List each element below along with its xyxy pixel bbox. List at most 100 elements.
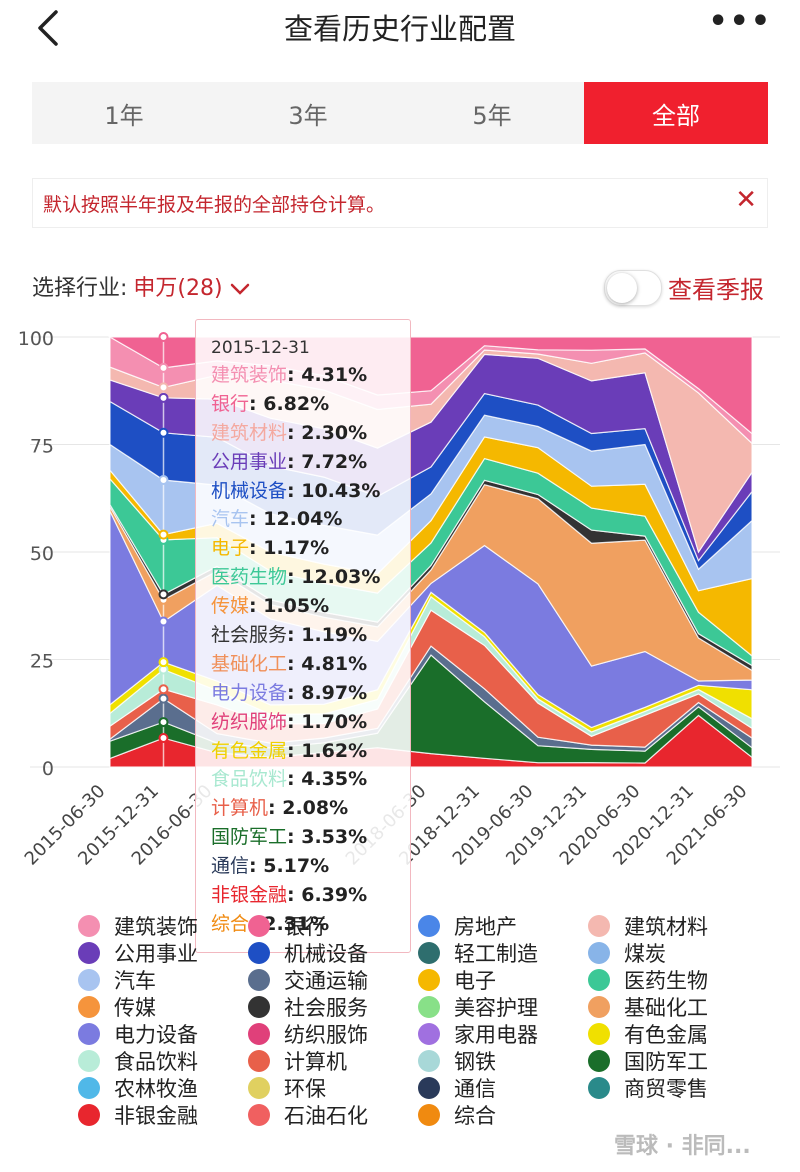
legend-item[interactable]: 纺织服饰: [248, 1020, 368, 1047]
legend-label: 社会服务: [284, 995, 368, 1020]
legend-dot-icon: [418, 1103, 440, 1126]
legend-item[interactable]: 社会服务: [248, 993, 368, 1020]
legend-item[interactable]: 钢铁: [418, 1047, 496, 1074]
notice-text: 默认按照半年报及年报的全部持仓计算。: [43, 194, 386, 216]
tooltip-row: 电子: 1.17%: [211, 534, 410, 563]
legend-label: 医药生物: [624, 968, 708, 993]
legend-item[interactable]: 银行: [248, 912, 326, 939]
tooltip-row-value: : 2.30%: [287, 421, 368, 444]
legend-item[interactable]: 商贸零售: [588, 1074, 708, 1101]
legend-item[interactable]: 汽车: [78, 966, 156, 993]
industry-selector[interactable]: 选择行业: 申万(28): [32, 270, 250, 302]
tooltip-row: 纺织服饰: 1.70%: [211, 708, 410, 737]
more-options-icon[interactable]: •••: [708, 4, 772, 39]
legend-label: 电力设备: [114, 1022, 198, 1047]
tooltip-row-name: 社会服务: [211, 624, 288, 647]
legend-label: 非银金融: [114, 1103, 198, 1128]
legend-item[interactable]: 轻工制造: [418, 939, 538, 966]
legend-dot-icon: [248, 941, 270, 964]
legend-item[interactable]: 农林牧渔: [78, 1074, 198, 1101]
legend-label: 农林牧渔: [114, 1076, 198, 1101]
legend-dot-icon: [588, 1022, 610, 1045]
legend-item[interactable]: 有色金属: [588, 1020, 708, 1047]
tooltip-rows: 建筑装饰: 4.31% 银行: 6.82% 建筑材料: 2.30% 公用事业: 7.7…: [211, 361, 410, 939]
legend-item[interactable]: 国防军工: [588, 1047, 708, 1074]
tooltip-row-name: 国防军工: [211, 826, 288, 849]
legend-label: 美容护理: [454, 995, 538, 1020]
tab-5y[interactable]: 5年: [472, 101, 512, 130]
legend-dot-icon: [418, 1049, 440, 1072]
tooltip-row-value: : 10.43%: [287, 479, 381, 502]
hover-point: [158, 427, 169, 438]
legend-item[interactable]: 非银金融: [78, 1101, 198, 1128]
tooltip-date: 2015-12-31: [211, 338, 310, 358]
legend-label: 煤炭: [624, 941, 666, 966]
legend-item[interactable]: 计算机: [248, 1047, 347, 1074]
legend-item[interactable]: 机械设备: [248, 939, 368, 966]
tooltip-row-name: 电子: [211, 537, 250, 560]
tooltip-row-value: : 4.31%: [287, 364, 368, 386]
legend-dot-icon: [418, 941, 440, 964]
back-icon[interactable]: [30, 8, 70, 48]
legend-label: 轻工制造: [454, 941, 538, 966]
legend-item[interactable]: 美容护理: [418, 993, 538, 1020]
legend-dot-icon: [418, 968, 440, 991]
y-tick-label: 0: [42, 758, 54, 780]
tooltip-row: 电力设备: 8.97%: [211, 679, 410, 708]
legend-item[interactable]: 家用电器: [418, 1020, 538, 1047]
toggle-knob: [607, 273, 637, 303]
tooltip-row-name: 非银金融: [211, 884, 288, 907]
legend-item[interactable]: 石油石化: [248, 1101, 368, 1128]
tab-all[interactable]: 全部: [584, 82, 768, 144]
legend-item[interactable]: 通信: [418, 1074, 496, 1101]
legend-dot-icon: [588, 995, 610, 1018]
legend-dot-icon: [248, 914, 270, 937]
tooltip-row-name: 银行: [211, 392, 250, 415]
legend-item[interactable]: 房地产: [418, 912, 517, 939]
quarter-toggle[interactable]: [604, 270, 662, 306]
tooltip-row-value: : 12.03%: [287, 566, 381, 589]
tooltip-row-value: : 1.62%: [287, 739, 368, 762]
hover-markers: [158, 332, 169, 767]
tooltip-row-name: 电力设备: [211, 681, 288, 704]
legend-item[interactable]: 建筑装饰: [78, 912, 198, 939]
tab-1y[interactable]: 1年: [104, 101, 144, 130]
period-tabs: 1年 3年 5年 全部: [32, 82, 768, 144]
legend-label: 交通运输: [284, 968, 368, 993]
legend-dot-icon: [588, 1049, 610, 1072]
legend-item[interactable]: 公用事业: [78, 939, 198, 966]
hover-point: [158, 657, 169, 668]
legend-item[interactable]: 建筑材料: [588, 912, 708, 939]
notice-banner: 默认按照半年报及年报的全部持仓计算。 ✕: [32, 178, 768, 228]
legend-dot-icon: [588, 941, 610, 964]
industry-selector-value[interactable]: 申万(28): [133, 276, 223, 301]
legend-dot-icon: [588, 1076, 610, 1099]
tooltip-row: 医药生物: 12.03%: [211, 563, 410, 592]
legend-item[interactable]: 电力设备: [78, 1020, 198, 1047]
tooltip-row-name: 公用事业: [211, 450, 288, 473]
tooltip-row: 有色金属: 1.62%: [211, 737, 410, 766]
legend-label: 计算机: [284, 1049, 347, 1074]
legend-label: 机械设备: [284, 941, 368, 966]
legend-label: 建筑装饰: [114, 914, 198, 939]
legend-item[interactable]: 煤炭: [588, 939, 666, 966]
legend-item[interactable]: 环保: [248, 1074, 326, 1101]
legend-item[interactable]: 食品饮料: [78, 1047, 198, 1074]
legend-item[interactable]: 电子: [418, 966, 496, 993]
chevron-down-icon[interactable]: [230, 282, 250, 296]
legend-item[interactable]: 交通运输: [248, 966, 368, 993]
tab-3y[interactable]: 3年: [288, 101, 328, 130]
hover-point: [158, 332, 169, 342]
legend-label: 有色金属: [624, 1022, 708, 1047]
legend-item[interactable]: 基础化工: [588, 993, 708, 1020]
legend-item[interactable]: 综合: [418, 1101, 496, 1128]
tooltip-row: 计算机: 2.08%: [211, 794, 410, 823]
close-icon[interactable]: ✕: [735, 185, 757, 215]
hover-point: [158, 392, 169, 403]
legend-item[interactable]: 医药生物: [588, 966, 708, 993]
legend-label: 钢铁: [454, 1049, 496, 1074]
legend-item[interactable]: 传媒: [78, 993, 156, 1020]
y-axis-ticks: 0 25 50 75 100: [18, 328, 54, 780]
tooltip-row: 传媒: 1.05%: [211, 592, 410, 621]
tooltip-row: 基础化工: 4.81%: [211, 650, 410, 679]
